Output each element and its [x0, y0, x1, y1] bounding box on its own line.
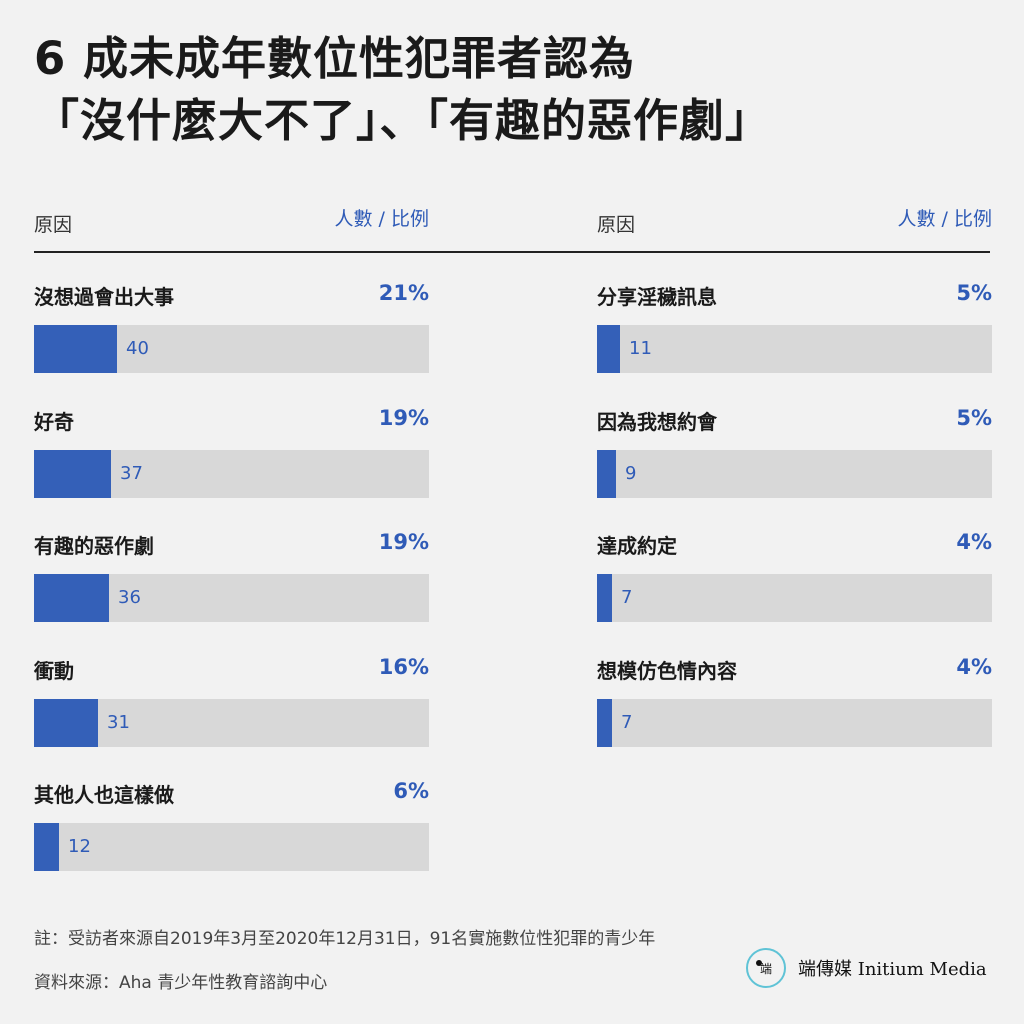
bar-row: 有趣的惡作劇 19% 36: [34, 528, 429, 653]
bar-row: 衝動 16% 31: [34, 653, 429, 778]
percent-label: 5%: [956, 281, 992, 305]
data-source: 資料來源：Aha 青少年性教育諮詢中心: [34, 973, 328, 993]
bar-track: 12: [34, 823, 429, 871]
category-label: 因為我想約會: [597, 409, 717, 434]
category-label: 沒想過會出大事: [34, 285, 174, 309]
bar: [597, 449, 616, 498]
percent-label: 6%: [393, 779, 429, 803]
percent-label: 4%: [956, 530, 992, 554]
chart-title-line-1: 6 成未成年數位性犯罪者認為: [34, 32, 635, 85]
right-column-header: 原因 人數 / 比例: [597, 196, 992, 252]
count-label: 12: [68, 836, 91, 857]
chart-title-line-2: 「沒什麼大不了」、「有趣的惡作劇」: [34, 94, 772, 147]
bar-track: 9: [597, 449, 992, 498]
percent-label: 4%: [956, 654, 992, 679]
percent-label: 5%: [956, 405, 992, 430]
brand-logo: 端 端傳媒 Initium Media: [746, 948, 987, 988]
count-label: 31: [107, 711, 130, 733]
category-label: 衝動: [34, 658, 74, 683]
category-label: 達成約定: [597, 534, 677, 558]
bar: [597, 574, 612, 622]
bar-row: 好奇 19% 37: [34, 404, 429, 529]
bar-track: 7: [597, 698, 992, 747]
bar: [34, 698, 98, 747]
bar: [597, 325, 620, 373]
count-label: 40: [126, 338, 149, 359]
left-bar-list: 沒想過會出大事 21% 40 好奇 19% 37 有趣的惡作劇 19% 36 衝動 16% 31 其他人…: [34, 279, 429, 902]
bar-row: 因為我想約會 5% 9: [597, 404, 992, 529]
bar-track: 31: [34, 698, 429, 747]
bar: [34, 574, 109, 622]
logo-name: 端傳媒 Initium Media: [798, 959, 987, 980]
reason-header: 原因: [597, 214, 636, 236]
bar: [597, 698, 612, 747]
bar: [34, 325, 117, 373]
count-label: 36: [118, 587, 141, 608]
left-column-header: 原因 人數 / 比例: [34, 196, 429, 252]
bar-row: 分享淫穢訊息 5% 11: [597, 279, 992, 404]
bar-track: 40: [34, 325, 429, 373]
right-bar-list: 分享淫穢訊息 5% 11 因為我想約會 5% 9 達成約定 4% 7 想模仿色情內容 4% 7: [597, 279, 992, 777]
value-header: 人數 / 比例: [897, 208, 992, 230]
bar: [34, 823, 59, 871]
header-divider: [34, 251, 990, 253]
category-label: 分享淫穢訊息: [597, 285, 717, 309]
percent-label: 19%: [378, 405, 429, 430]
category-label: 想模仿色情內容: [597, 658, 737, 683]
chart-title: 6 成未成年數位性犯罪者認為 「沒什麼大不了」、「有趣的惡作劇」: [34, 28, 994, 152]
reason-header: 原因: [34, 214, 73, 236]
bar: [34, 449, 111, 498]
logo-mark-text: 端: [759, 961, 772, 976]
percent-label: 19%: [378, 530, 429, 554]
bar-row: 達成約定 4% 7: [597, 528, 992, 653]
category-label: 其他人也這樣做: [34, 783, 174, 807]
percent-label: 16%: [378, 654, 429, 679]
category-label: 有趣的惡作劇: [34, 534, 154, 558]
bar-row: 想模仿色情內容 4% 7: [597, 653, 992, 778]
bar-track: 36: [34, 574, 429, 622]
bar-track: 37: [34, 449, 429, 498]
category-label: 好奇: [34, 409, 74, 434]
count-label: 11: [629, 338, 652, 359]
bar-row: 其他人也這樣做 6% 12: [34, 777, 429, 902]
bar-track: 7: [597, 574, 992, 622]
value-header: 人數 / 比例: [334, 208, 429, 230]
footnote: 註：受訪者來源自2019年3月至2020年12月31日，91名實施數位性犯罪的青…: [34, 929, 656, 949]
count-label: 7: [621, 711, 633, 733]
count-label: 37: [120, 462, 143, 484]
count-label: 9: [625, 462, 637, 484]
bar-row: 沒想過會出大事 21% 40: [34, 279, 429, 404]
count-label: 7: [621, 587, 633, 608]
percent-label: 21%: [378, 281, 429, 305]
logo-mark-icon: 端: [746, 948, 786, 988]
bar-track: 11: [597, 325, 992, 373]
